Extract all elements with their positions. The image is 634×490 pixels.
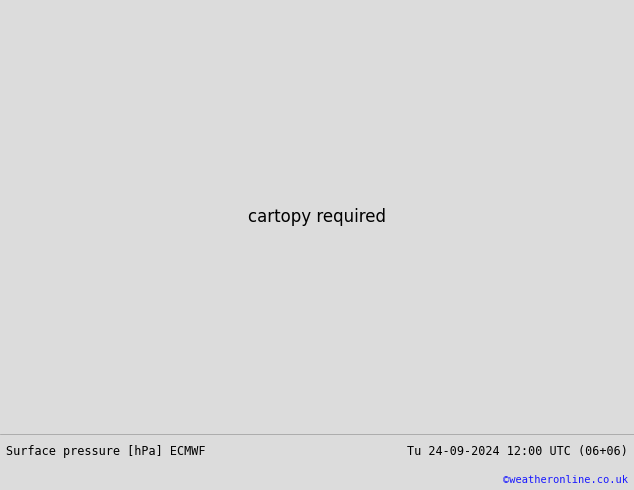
Text: Tu 24-09-2024 12:00 UTC (06+06): Tu 24-09-2024 12:00 UTC (06+06) [407, 445, 628, 458]
Text: cartopy required: cartopy required [248, 208, 386, 226]
Text: ©weatheronline.co.uk: ©weatheronline.co.uk [503, 475, 628, 485]
Text: Surface pressure [hPa] ECMWF: Surface pressure [hPa] ECMWF [6, 445, 206, 458]
